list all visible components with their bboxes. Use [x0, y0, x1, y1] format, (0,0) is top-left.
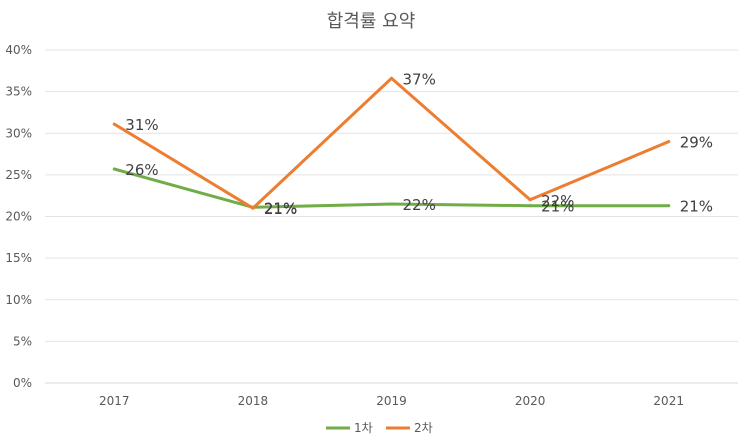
data-label: 21% [264, 200, 297, 218]
data-label: 37% [403, 70, 436, 88]
gridlines [45, 49, 738, 384]
y-tick-label: 10% [5, 293, 32, 307]
data-label: 21% [541, 198, 574, 216]
legend-label: 1차 [354, 421, 373, 435]
x-tick-label: 2017 [99, 394, 130, 408]
legend-label: 2차 [414, 421, 433, 435]
data-label: 21% [264, 199, 297, 217]
y-tick-label: 20% [5, 210, 32, 224]
data-point [667, 140, 671, 144]
data-point [112, 122, 116, 126]
data-label: 31% [125, 116, 158, 134]
legend: 1차 2차 [326, 421, 433, 435]
data-point [112, 167, 116, 171]
data-point [528, 204, 532, 208]
y-tick-label: 25% [5, 168, 32, 182]
y-tick-label: 40% [5, 43, 32, 57]
x-tick-label: 2018 [238, 394, 269, 408]
series-lines [112, 76, 671, 210]
data-point [251, 206, 255, 210]
chart-title: 합격률 요약 [327, 11, 416, 32]
y-tick-label: 15% [5, 251, 32, 265]
data-label: 29% [680, 134, 713, 152]
x-tick-label: 2019 [376, 394, 407, 408]
data-label: 26% [125, 161, 158, 179]
series-line-2 [112, 76, 671, 210]
data-point [667, 204, 671, 208]
data-point [528, 198, 532, 202]
y-tick-label: 5% [13, 334, 32, 348]
x-tick-label: 2020 [515, 394, 546, 408]
x-axis: 2017 2018 2019 2020 2021 [99, 394, 684, 408]
data-label: 21% [680, 198, 713, 216]
y-tick-label: 30% [5, 126, 32, 140]
data-point [390, 76, 393, 80]
data-label: 22% [541, 192, 574, 210]
data-label: 22% [403, 196, 436, 214]
y-axis: 0% 5% 10% 15% 20% 25% 30% 35% 40% [5, 43, 32, 390]
data-labels: 26%21% 22% 21% 21%31%21%37%22%29% [125, 70, 713, 218]
x-tick-label: 2021 [653, 394, 684, 408]
data-point [390, 202, 393, 206]
y-tick-label: 35% [5, 85, 32, 99]
y-tick-label: 0% [13, 376, 32, 390]
